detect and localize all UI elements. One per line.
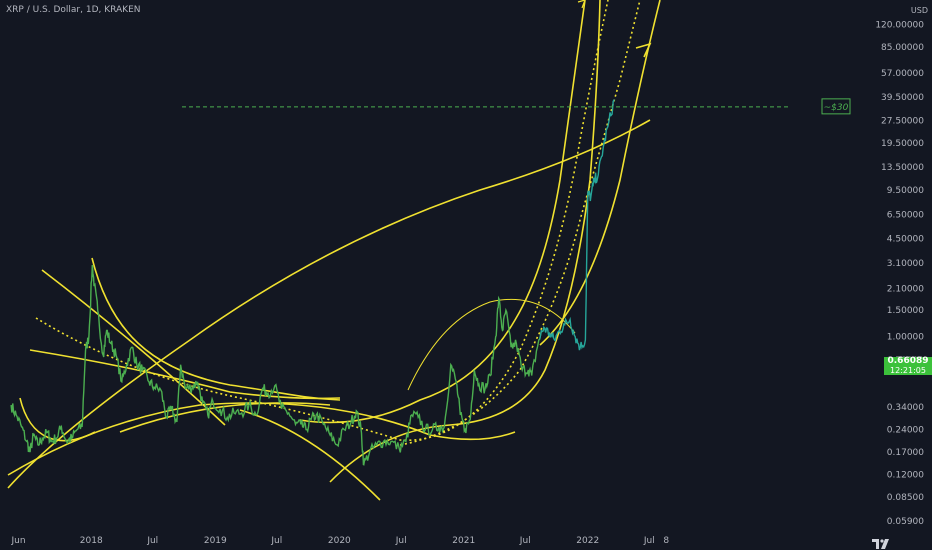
current-price-tag: 0.66089 12:21:05 [884,357,932,375]
support-arc-long[interactable] [7,402,516,476]
support-arc-2019[interactable] [119,402,331,433]
drawing-layer[interactable] [7,0,661,501]
price-tick-label: 57.00000 [881,69,924,79]
price-tick-label: 85.00000 [881,43,924,53]
price-tick-label: 0.24000 [887,426,924,436]
resistance-arc-2018[interactable] [29,349,341,400]
tradingview-logo-icon[interactable] [872,539,890,549]
price-line-recent [539,99,615,351]
price-tick-label: 27.50000 [881,117,924,127]
price-tick-label: 0.17000 [887,448,924,458]
price-series-layer [10,99,615,466]
dome-arc[interactable] [407,298,576,391]
price-tick-label: 4.50000 [887,235,924,245]
time-tick-label: 8 [663,536,669,546]
falling-arc-2020[interactable] [239,409,381,501]
target-label: ~$30 [824,103,849,113]
price-tick-label: 120.00000 [875,21,924,31]
price-tick-label: 1.00000 [887,333,924,343]
channel-upper-bound[interactable] [299,0,586,424]
price-tick-label: 1.50000 [887,306,924,316]
descending-line[interactable] [41,269,226,426]
price-tick-label: 0.05900 [887,517,924,527]
growth-arrowhead[interactable] [635,42,652,58]
outer-channel-bound[interactable] [539,0,661,346]
price-tick-label: 0.12000 [887,471,924,481]
price-axis-currency: USD [911,6,928,15]
dotted-lower-curve[interactable] [399,0,641,446]
price-tick-label: 6.50000 [887,211,924,221]
time-tick-label: 2022 [576,536,599,546]
price-axis[interactable]: USD 120.00000 85.00000 57.00000 39.50000 27.5… [865,0,932,550]
price-tick-label: 19.50000 [881,139,924,149]
time-tick-label: 2021 [452,536,475,546]
symbol-legend[interactable]: XRP / U.S. Dollar, 1D, KRAKEN [6,5,141,15]
decay-curve[interactable] [91,257,341,401]
current-price-value: 0.66089 [887,356,929,366]
time-tick-label: Jul [270,536,282,546]
growth-arc[interactable] [7,119,651,489]
price-tick-label: 2.10000 [887,284,924,294]
price-line [10,264,547,466]
time-axis[interactable]: Jun 2018 Jul 2019 Jul 2020 Jul 2021 Jul 2022 Jul 8 [11,536,670,546]
time-tick-label: Jul [643,536,655,546]
price-axis-background [865,0,932,550]
target-annotation[interactable]: ~$30 [182,98,851,115]
time-tick-label: 2019 [204,536,227,546]
time-tick-label: Jul [519,536,531,546]
target-label-box[interactable] [821,98,851,115]
countdown-timer: 12:21:05 [890,366,926,375]
dotted-mid-curve[interactable] [35,0,609,441]
dotted-arrowhead[interactable] [577,0,586,9]
price-tick-label: 3.10000 [887,259,924,269]
time-tick-label: 2018 [80,536,103,546]
time-tick-label: Jul [395,536,407,546]
price-tick-label: 39.50000 [881,93,924,103]
time-tick-label: Jul [146,536,158,546]
price-tick-label: 13.50000 [881,163,924,173]
time-tick-label: Jun [11,536,26,546]
price-tick-label: 9.50000 [887,186,924,196]
time-tick-label: 2020 [328,536,351,546]
price-tick-label: 0.08500 [887,493,924,503]
channel-lower-bound[interactable] [329,0,601,483]
price-tick-label: 0.34000 [887,403,924,413]
